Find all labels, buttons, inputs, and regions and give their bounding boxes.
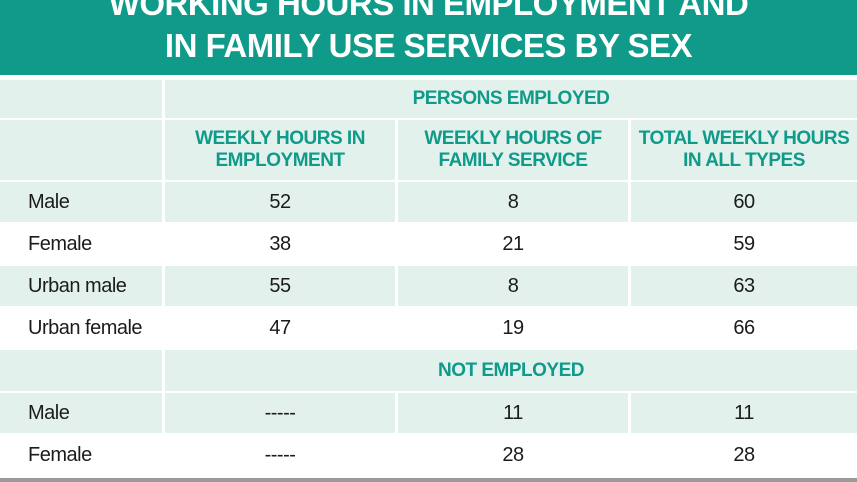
value-cell: 59 (631, 224, 857, 264)
table: PERSONS EMPLOYED WEEKLY HOURS IN EMPLOYME… (0, 77, 857, 482)
row-label: Female (0, 224, 162, 264)
value-cell: 21 (398, 224, 628, 264)
section-heading: PERSONS EMPLOYED (165, 80, 857, 118)
value-cell: 11 (631, 393, 857, 433)
title-banner: WORKING HOURS IN EMPLOYMENT AND IN FAMIL… (0, 0, 857, 75)
column-header: WEEKLY HOURS OF FAMILY SERVICE (398, 120, 628, 180)
value-cell: 28 (398, 435, 628, 475)
value-cell: 8 (398, 266, 628, 306)
row-label: Female (0, 435, 162, 475)
section-heading: NOT EMPLOYED (165, 350, 857, 391)
column-header: TOTAL WEEKLY HOURS IN ALL TYPES (631, 120, 857, 180)
value-cell: 8 (398, 182, 628, 222)
blank-cell (0, 350, 162, 391)
value-cell: 11 (398, 393, 628, 433)
row-label: Urban female (0, 308, 162, 348)
title-line: WORKING HOURS IN EMPLOYMENT AND (108, 0, 749, 22)
value-cell: 38 (165, 224, 395, 264)
title-line: IN FAMILY USE SERVICES BY SEX (164, 27, 693, 64)
value-cell: 52 (165, 182, 395, 222)
value-cell: ----- (165, 435, 395, 475)
blank-cell (0, 120, 162, 180)
value-cell: 66 (631, 308, 857, 348)
value-cell: ----- (165, 393, 395, 433)
value-cell: 28 (631, 435, 857, 475)
value-cell: 55 (165, 266, 395, 306)
row-label: Male (0, 182, 162, 222)
value-cell: 19 (398, 308, 628, 348)
value-cell: 47 (165, 308, 395, 348)
row-label: Male (0, 393, 162, 433)
row-label: Urban male (0, 266, 162, 306)
column-header: WEEKLY HOURS IN EMPLOYMENT (165, 120, 395, 180)
bottom-rule (0, 478, 857, 482)
value-cell: 63 (631, 266, 857, 306)
blank-cell (0, 80, 162, 118)
value-cell: 60 (631, 182, 857, 222)
